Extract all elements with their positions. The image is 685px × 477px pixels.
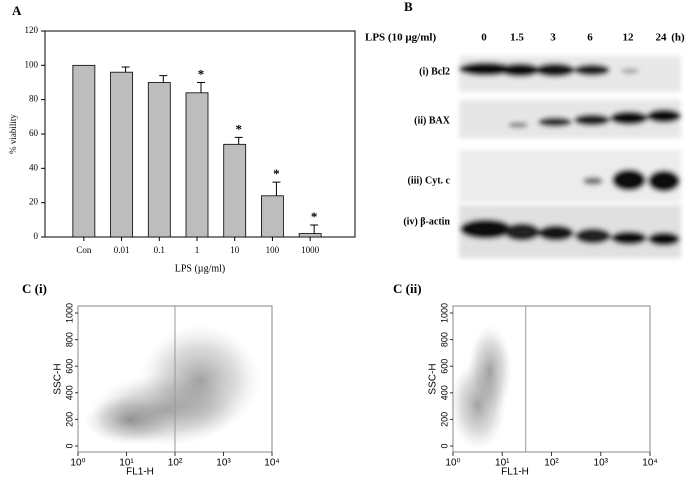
blot-row-label: (iii) Cyt. c — [408, 175, 451, 186]
lane-label: 1.5 — [510, 32, 524, 44]
significance-marker: * — [235, 121, 242, 136]
panel-label: B — [404, 0, 413, 14]
significance-marker: * — [198, 66, 205, 81]
blot-row-label: (ii) BAX — [414, 115, 451, 126]
y-tick-label: 600 — [439, 359, 449, 374]
lane-label: 6 — [587, 32, 593, 44]
x-tick-label: 10⁰ — [445, 458, 460, 469]
significance-marker: * — [273, 166, 280, 181]
lane-label: 24 — [656, 32, 668, 44]
y-tick-label: 40 — [29, 162, 39, 172]
x-tick-label: 10² — [168, 458, 183, 469]
y-tick-label: 60 — [29, 128, 39, 138]
blot-strips — [459, 56, 681, 258]
error-bar — [197, 82, 205, 93]
y-axis-label: SSC-H — [53, 363, 64, 394]
x-tick-label: 1 — [195, 245, 200, 255]
x-axis-label: FL1-H — [126, 467, 154, 477]
y-tick-label: 200 — [64, 412, 74, 427]
y-tick-label: 1000 — [64, 303, 74, 323]
x-tick-label: 1000 — [301, 245, 320, 255]
x-tick-label: 0.1 — [154, 245, 165, 255]
y-tick-label: 200 — [439, 412, 449, 427]
x-tick-label: 10³ — [594, 458, 609, 469]
x-tick-label: 10⁴ — [264, 458, 279, 469]
y-tick-label: 0 — [439, 443, 449, 448]
y-tick-label: 400 — [439, 385, 449, 400]
bar — [261, 195, 284, 238]
x-tick-label: 10³ — [216, 458, 231, 469]
x-tick-label: 10⁴ — [642, 458, 657, 469]
error-bar — [272, 181, 281, 196]
y-tick-label: 80 — [29, 94, 39, 104]
error-bar — [310, 224, 319, 234]
y-tick-label: 0 — [34, 231, 39, 241]
treatment-label: LPS (10 µg/ml) — [365, 32, 436, 44]
x-axis-label: FL1-H — [501, 467, 529, 477]
blot-row-label: (i) Bcl2 — [419, 66, 450, 77]
y-axis-label: SSC-H — [428, 363, 439, 394]
lane-label: 3 — [550, 32, 556, 44]
x-tick-label: 0.01 — [114, 245, 130, 255]
error-bar — [159, 75, 168, 83]
y-tick-label: 800 — [439, 332, 449, 347]
bar — [110, 71, 133, 238]
y-tick-label: 1000 — [439, 303, 449, 323]
y-tick-label: 100 — [25, 59, 39, 69]
bar — [147, 82, 171, 238]
panel-label: A — [12, 3, 22, 18]
panel-label: C (ii) — [393, 281, 422, 296]
bar — [298, 233, 322, 238]
lane-unit: (h) — [671, 32, 685, 44]
lane-label: 0 — [481, 32, 487, 44]
y-tick-label: 600 — [64, 359, 74, 374]
x-tick-label: 10¹ — [495, 458, 510, 469]
panel-label: C (i) — [22, 281, 47, 296]
y-tick-label: 20 — [29, 197, 39, 207]
x-tick-label: 10 — [230, 245, 240, 255]
error-bar — [121, 66, 130, 73]
x-tick-label: Con — [76, 245, 92, 255]
lane-label: 12 — [623, 32, 635, 44]
x-tick-label: 10⁰ — [70, 458, 85, 469]
bar — [72, 64, 96, 238]
y-tick-label: 400 — [64, 385, 74, 400]
y-tick-label: 120 — [25, 25, 39, 35]
bar — [223, 143, 247, 238]
x-axis-label: LPS (µg/ml) — [175, 263, 226, 274]
y-tick-label: 800 — [64, 332, 74, 347]
error-bar — [234, 136, 243, 145]
significance-marker: * — [311, 209, 318, 224]
x-tick-label: 10¹ — [119, 458, 134, 469]
x-tick-label: 10² — [544, 458, 559, 469]
x-tick-label: 100 — [266, 245, 280, 255]
y-tick-label: 0 — [64, 443, 74, 448]
y-axis-label: % viability — [8, 114, 18, 154]
cell-clouds — [85, 325, 512, 450]
bar — [185, 92, 209, 238]
blot-row-label: (iv) β-actin — [403, 216, 450, 227]
